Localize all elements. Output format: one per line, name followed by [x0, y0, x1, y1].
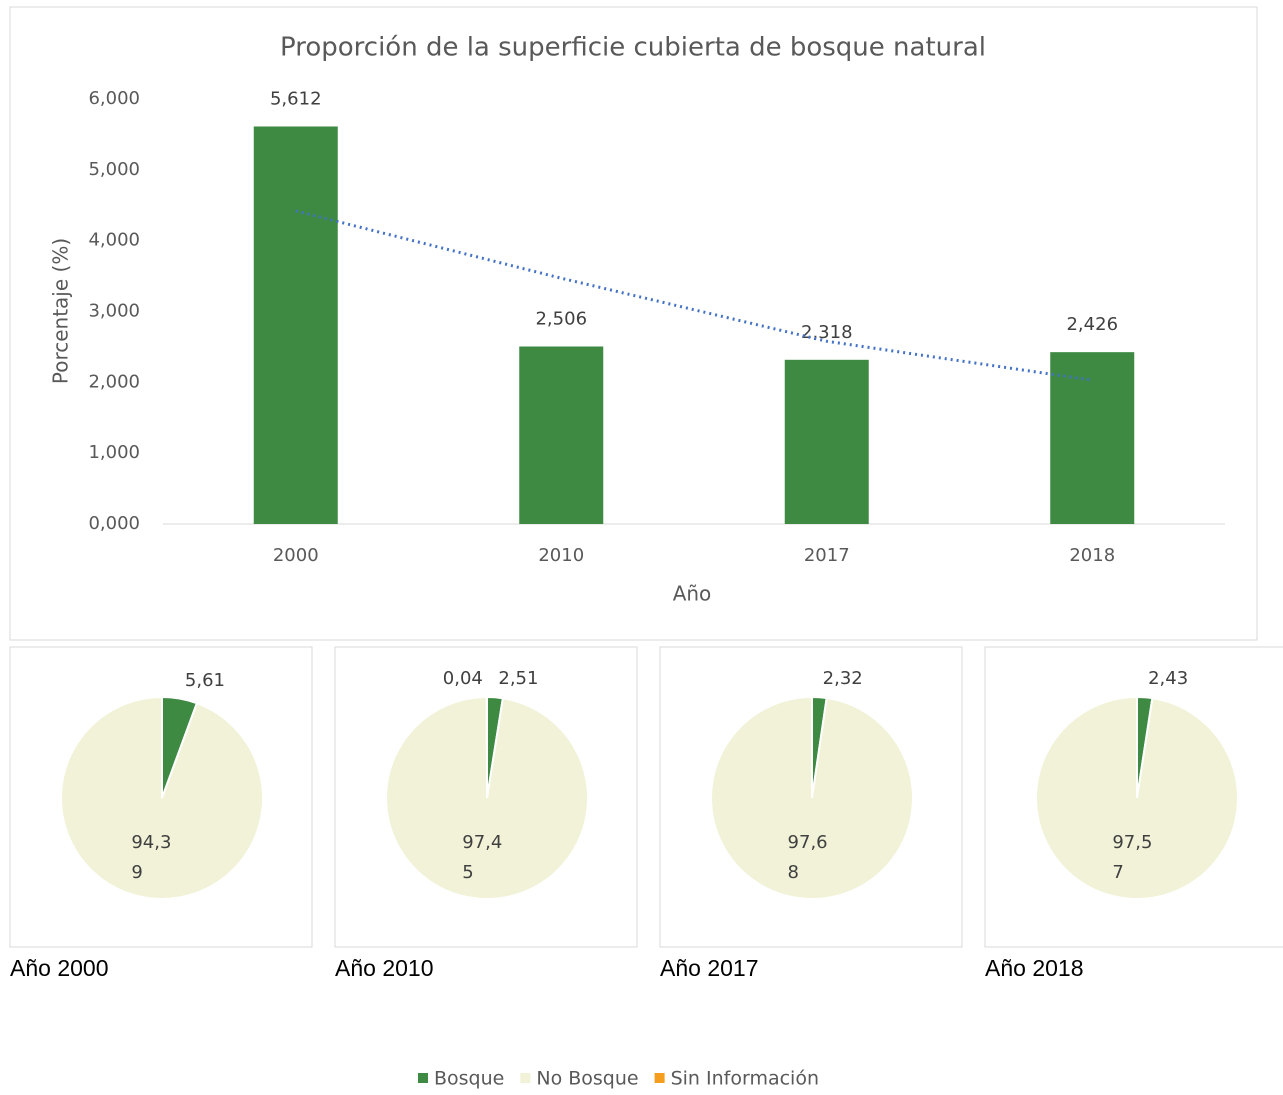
- pie-label: 97,6 8: [787, 832, 828, 884]
- legend-label: No Bosque: [536, 1068, 638, 1090]
- x-tick-label: 2018: [1069, 545, 1115, 566]
- pie-label: 97,5 7: [1112, 832, 1153, 884]
- y-tick-label: 6,000: [88, 88, 140, 109]
- y-tick-label: 0,000: [88, 513, 140, 534]
- pie-frame: [9, 646, 313, 948]
- y-axis-label: Porcentaje (%): [49, 238, 73, 384]
- pie-label: 2,51: [498, 668, 539, 690]
- pie-caption: Año 2017: [660, 955, 759, 981]
- y-tick-label: 3,000: [88, 301, 140, 322]
- y-tick-label: 2,000: [88, 371, 140, 392]
- legend-swatch: [654, 1073, 665, 1083]
- pie-caption: Año 2000: [10, 955, 109, 981]
- legend-label: Bosque: [434, 1068, 504, 1090]
- x-tick-label: 2010: [538, 545, 584, 566]
- legend-swatch: [418, 1073, 428, 1083]
- pie-frame: [659, 646, 963, 948]
- chart-title: Proporción de la superficie cubierta de …: [280, 33, 986, 63]
- pie-label: 97,4 5: [462, 832, 503, 884]
- bar: [253, 126, 338, 524]
- pie-label: 0,04: [442, 667, 483, 689]
- pie-caption: Año 2010: [335, 955, 434, 981]
- data-label: 2,318: [801, 322, 853, 343]
- bar: [519, 346, 604, 524]
- x-tick-label: 2017: [804, 545, 850, 566]
- y-tick-label: 5,000: [88, 159, 140, 180]
- x-axis-label: Año: [673, 582, 712, 606]
- pie-label: 2,43: [1148, 668, 1189, 690]
- bar: [784, 359, 869, 524]
- pie-label: 5,61: [184, 669, 225, 691]
- legend-swatch: [520, 1073, 531, 1083]
- y-tick-label: 4,000: [88, 230, 140, 251]
- pie-frame: [334, 646, 638, 948]
- y-tick-label: 1,000: [88, 442, 140, 463]
- legend-label: Sin Información: [671, 1068, 819, 1090]
- x-tick-label: 2000: [273, 545, 319, 566]
- data-label: 2,426: [1066, 314, 1118, 335]
- pie-frame: [984, 646, 1283, 948]
- pie-caption: Año 2018: [985, 955, 1084, 981]
- chart-frame: [9, 6, 1258, 641]
- data-label: 2,506: [535, 308, 587, 329]
- data-label: 5,612: [270, 88, 322, 109]
- bar: [1050, 352, 1135, 524]
- pie-label: 2,32: [822, 668, 863, 690]
- trendline: [295, 209, 1093, 382]
- pie-label: 94,3 9: [131, 831, 172, 883]
